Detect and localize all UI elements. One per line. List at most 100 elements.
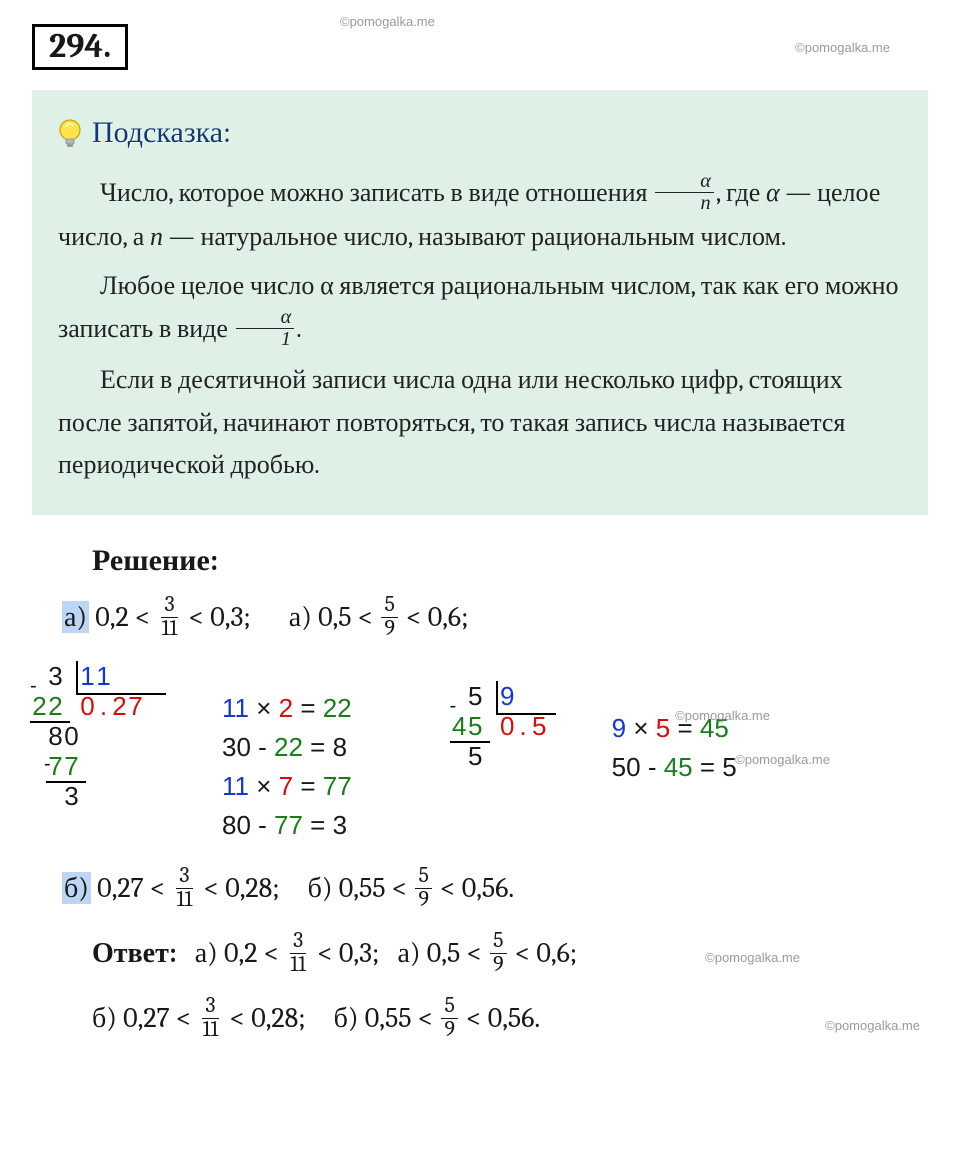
div-hline bbox=[496, 713, 556, 715]
rhs: 0,56 bbox=[488, 1002, 535, 1034]
step-line: 9 × 5 = 45 bbox=[612, 709, 737, 748]
item-label: б) bbox=[334, 1002, 359, 1034]
remainder-digit: 0 bbox=[64, 721, 80, 752]
frac-num: 3 bbox=[176, 865, 192, 889]
rule bbox=[30, 721, 70, 723]
step-line: 50 - 45 = 5 bbox=[612, 748, 737, 787]
v: 80 - bbox=[222, 810, 274, 840]
lt: < bbox=[434, 872, 462, 904]
eq-b2: б) 0,55 < 59 < 0,56. bbox=[308, 867, 515, 914]
lt: < bbox=[352, 601, 380, 633]
rhs: 0,6 bbox=[536, 937, 569, 969]
lt: < bbox=[509, 937, 537, 969]
tail: . bbox=[508, 872, 514, 904]
frac-den: 11 bbox=[287, 954, 309, 977]
frac-num: 3 bbox=[161, 594, 177, 618]
v: 50 - bbox=[612, 752, 664, 782]
step-line: 80 - 77 = 3 bbox=[222, 806, 352, 845]
v: 11 bbox=[222, 771, 249, 801]
hint-dash1: — bbox=[780, 178, 817, 208]
eq-b1: б) 0,27 < 311 < 0,28; bbox=[62, 867, 280, 914]
frac-den: 9 bbox=[381, 618, 397, 641]
answer-line-1: Ответ: а) 0,2 < 311 < 0,3; а) 0,5 < 59 <… bbox=[92, 932, 928, 979]
frac-den: 9 bbox=[441, 1019, 457, 1042]
v: 22 bbox=[274, 732, 303, 762]
rhs: 0,3 bbox=[210, 601, 243, 633]
lt: < bbox=[412, 1002, 440, 1034]
v: 45 bbox=[700, 713, 729, 743]
v: 22 bbox=[323, 693, 352, 723]
fraction: 311 bbox=[287, 930, 309, 977]
ans-b1: б) 0,27 < 311 < 0,28; bbox=[92, 997, 306, 1044]
ans-b2: б) 0,55 < 59 < 0,56. bbox=[334, 997, 541, 1044]
lt: < bbox=[144, 872, 172, 904]
item-label: б) bbox=[92, 1002, 117, 1034]
remainder-digit: 3 bbox=[64, 781, 80, 812]
item-label: а) bbox=[195, 937, 218, 969]
divisor-digit: 1 bbox=[96, 661, 112, 692]
frac-den: 11 bbox=[200, 1019, 222, 1042]
eq: = bbox=[293, 771, 323, 801]
eq-a1: а) 0,2 < 311 < 0,3; bbox=[62, 596, 251, 643]
task-number-box: 294. bbox=[32, 24, 128, 70]
ans-a2: а) 0,5 < 59 < 0,6; bbox=[397, 932, 577, 979]
lt: < bbox=[311, 937, 339, 969]
fraction: 311 bbox=[200, 995, 222, 1042]
lt: < bbox=[460, 1002, 488, 1034]
lhs: 0,55 bbox=[339, 872, 386, 904]
step-digit: 2 bbox=[32, 691, 48, 722]
remainder-digit: 8 bbox=[48, 721, 64, 752]
long-division-3-11: - - 3 1 1 2 2 0 . 2 7 8 0 7 7 3 bbox=[32, 661, 182, 861]
ans-a1: а) 0,2 < 311 < 0,3; bbox=[195, 932, 380, 979]
item-label: б) bbox=[308, 872, 333, 904]
hint-title: Подсказка: bbox=[92, 108, 231, 158]
v: = 8 bbox=[303, 732, 347, 762]
frac-num: 3 bbox=[290, 930, 306, 954]
hint-n: n bbox=[150, 222, 163, 251]
answer-heading: Ответ: bbox=[92, 932, 177, 974]
item-label: а) bbox=[289, 601, 312, 633]
v: 45 bbox=[664, 752, 693, 782]
fraction: 59 bbox=[490, 930, 506, 977]
steps-5-9: 9 × 5 = 45 50 - 45 = 5 bbox=[612, 709, 737, 787]
frac-den: 11 bbox=[174, 889, 196, 912]
frac-den: n bbox=[655, 193, 713, 214]
watermark: ©pomogalka.me bbox=[340, 14, 435, 29]
v: = 5 bbox=[693, 752, 737, 782]
frac-num: 5 bbox=[490, 930, 506, 954]
rhs: 0,6 bbox=[428, 601, 461, 633]
remainder-digit: 5 bbox=[468, 741, 484, 772]
v: 30 - bbox=[222, 732, 274, 762]
step-line: 11 × 7 = 77 bbox=[222, 767, 352, 806]
equation-row-a: а) 0,2 < 311 < 0,3; а) 0,5 < 59 < 0,6; bbox=[62, 596, 928, 643]
lt: < bbox=[400, 601, 428, 633]
hint-paragraph-1: Число, которое можно записать в виде отн… bbox=[58, 172, 902, 260]
hint-paragraph-3: Если в десятичной записи числа одна или … bbox=[58, 359, 902, 488]
quotient-digit: 0 bbox=[80, 691, 96, 722]
long-division-5-9: - 5 9 4 5 0 . 5 5 bbox=[452, 681, 572, 801]
op: × bbox=[249, 771, 279, 801]
rhs: 0,3 bbox=[339, 937, 372, 969]
divisor-digit: 9 bbox=[500, 681, 516, 712]
frac-num: 5 bbox=[415, 865, 431, 889]
tail: ; bbox=[461, 601, 468, 633]
tail: . bbox=[534, 1002, 540, 1034]
workings-row: - - 3 1 1 2 2 0 . 2 7 8 0 7 7 3 bbox=[32, 661, 928, 861]
quotient-digit: 5 bbox=[532, 711, 548, 742]
v: 77 bbox=[274, 810, 303, 840]
tail: ; bbox=[272, 872, 279, 904]
v: 11 bbox=[222, 693, 249, 723]
rhs: 0,28 bbox=[225, 872, 272, 904]
rhs: 0,28 bbox=[251, 1002, 298, 1034]
item-label: а) bbox=[397, 937, 420, 969]
step-digit: 7 bbox=[48, 751, 64, 782]
rule bbox=[450, 741, 490, 743]
tail: ; bbox=[372, 937, 379, 969]
div-hline bbox=[76, 693, 166, 695]
lt: < bbox=[129, 601, 157, 633]
quotient-digit: 0 bbox=[500, 711, 516, 742]
frac-num: α bbox=[655, 171, 714, 193]
rhs: 0,56 bbox=[462, 872, 509, 904]
eq-a2: а) 0,5 < 59 < 0,6; bbox=[289, 596, 469, 643]
frac-num: 5 bbox=[441, 995, 457, 1019]
